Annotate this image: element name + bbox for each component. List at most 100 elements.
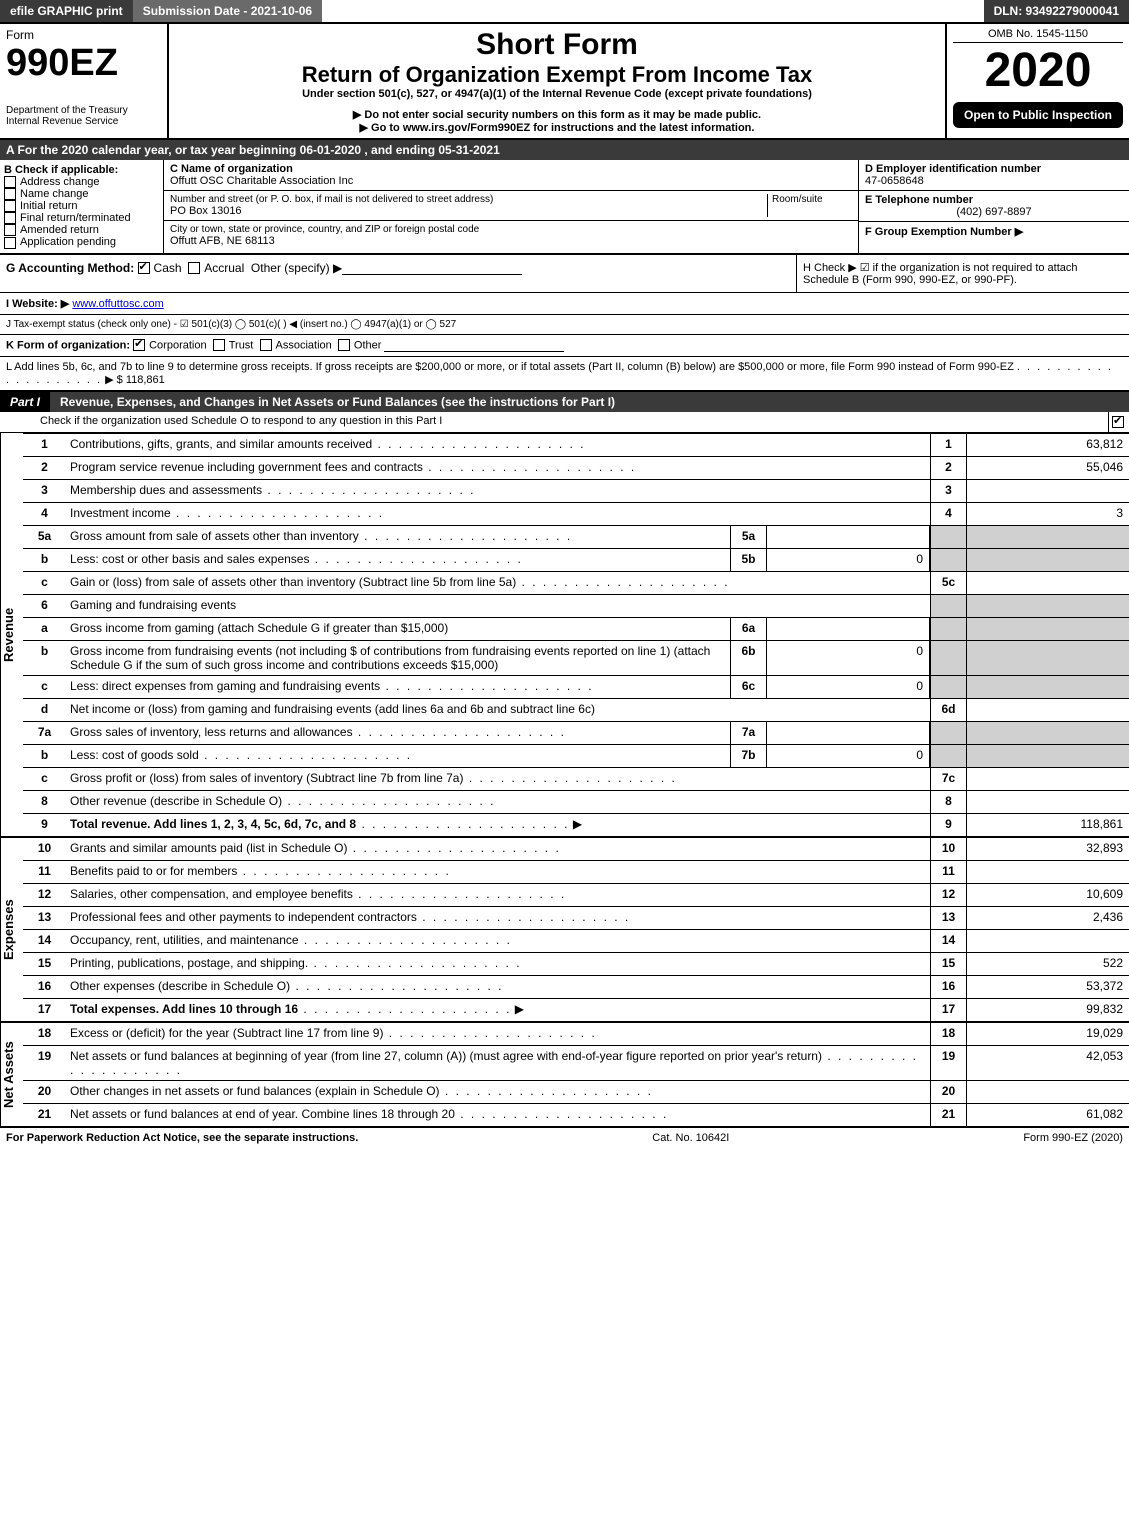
line8-num: 8 <box>23 791 66 813</box>
footer-row: For Paperwork Reduction Act Notice, see … <box>0 1126 1129 1148</box>
line6b-subval: 0 <box>767 641 930 675</box>
line4-text: Investment income <box>66 503 930 525</box>
trust-label: Trust <box>229 339 254 351</box>
line6d-box: 6d <box>930 699 967 721</box>
part1-label: Part I <box>0 392 50 412</box>
cash-checkbox[interactable] <box>138 262 150 274</box>
line11-text: Benefits paid to or for members <box>66 861 930 883</box>
initial-return-checkbox[interactable] <box>4 200 16 212</box>
line7b-greybox <box>930 745 967 767</box>
line7a-num: 7a <box>23 722 66 744</box>
corporation-checkbox[interactable] <box>133 339 145 351</box>
line19-box: 19 <box>930 1046 967 1080</box>
line6a-greybox <box>930 618 967 640</box>
line7a-greyamt <box>967 722 1129 744</box>
line5b-greybox <box>930 549 967 571</box>
line3-text: Membership dues and assessments <box>66 480 930 502</box>
line6b-sub: 6b <box>730 641 767 675</box>
line20-text: Other changes in net assets or fund bala… <box>66 1081 930 1103</box>
dln: DLN: 93492279000041 <box>984 0 1129 22</box>
line19-text: Net assets or fund balances at beginning… <box>66 1046 930 1080</box>
line19-amount: 42,053 <box>967 1046 1129 1080</box>
final-return-label: Final return/terminated <box>20 212 131 224</box>
line13-num: 13 <box>23 907 66 929</box>
line15-text: Printing, publications, postage, and shi… <box>66 953 930 975</box>
line5b-sub: 5b <box>730 549 767 571</box>
name-change-checkbox[interactable] <box>4 188 16 200</box>
line18-amount: 19,029 <box>967 1023 1129 1045</box>
website-link[interactable]: www.offuttosc.com <box>72 298 164 310</box>
other-specify-blank[interactable] <box>342 262 522 275</box>
org-name: Offutt OSC Charitable Association Inc <box>170 175 852 187</box>
line8-box: 8 <box>930 791 967 813</box>
section-def: D Employer identification number 47-0658… <box>859 160 1129 253</box>
final-return-checkbox[interactable] <box>4 212 16 224</box>
line9-num: 9 <box>23 814 66 836</box>
line7c-num: c <box>23 768 66 790</box>
form-of-org-label: K Form of organization: <box>6 339 130 351</box>
line6a-sub: 6a <box>730 618 767 640</box>
addr-change-checkbox[interactable] <box>4 176 16 188</box>
form-header: Form 990EZ Department of the Treasury In… <box>0 24 1129 140</box>
association-checkbox[interactable] <box>260 339 272 351</box>
name-change-label: Name change <box>20 188 89 200</box>
efile-label[interactable]: efile GRAPHIC print <box>0 0 133 22</box>
line20-amount <box>967 1081 1129 1103</box>
form-number: 990EZ <box>6 42 161 85</box>
other-org-label: Other <box>354 339 382 351</box>
irs-label: Internal Revenue Service <box>6 116 161 127</box>
line9-amount: 118,861 <box>967 814 1129 836</box>
expenses-vert-label: Expenses <box>0 838 23 1021</box>
revenue-vert-label: Revenue <box>0 433 23 836</box>
trust-checkbox[interactable] <box>213 339 225 351</box>
amended-return-checkbox[interactable] <box>4 224 16 236</box>
line5c-text: Gain or (loss) from sale of assets other… <box>66 572 930 594</box>
line7b-num: b <box>23 745 66 767</box>
line7b-sub: 7b <box>730 745 767 767</box>
line6c-greybox <box>930 676 967 698</box>
check-if-applicable: B Check if applicable: <box>4 164 159 176</box>
line18-box: 18 <box>930 1023 967 1045</box>
cat-no: Cat. No. 10642I <box>652 1132 729 1144</box>
line10-amount: 32,893 <box>967 838 1129 860</box>
accrual-checkbox[interactable] <box>188 262 200 274</box>
line9-text: Total revenue. Add lines 1, 2, 3, 4, 5c,… <box>66 814 930 836</box>
application-pending-checkbox[interactable] <box>4 237 16 249</box>
other-specify-label: Other (specify) ▶ <box>251 261 342 275</box>
line9-box: 9 <box>930 814 967 836</box>
accrual-label: Accrual <box>204 261 244 275</box>
line7b-subval: 0 <box>767 745 930 767</box>
group-exemption-label: F Group Exemption Number ▶ <box>865 225 1123 238</box>
part1-schedule-o-checkbox[interactable] <box>1108 412 1129 432</box>
form-label: Form <box>6 28 161 42</box>
tax-year: 2020 <box>953 43 1123 98</box>
addr-change-label: Address change <box>20 176 100 188</box>
other-org-checkbox[interactable] <box>338 339 350 351</box>
street-address: PO Box 13016 <box>170 205 767 217</box>
dept-treasury: Department of the Treasury <box>6 105 161 116</box>
other-org-blank[interactable] <box>384 339 564 352</box>
line6a-subval <box>767 618 930 640</box>
line6c-greyamt <box>967 676 1129 698</box>
line13-box: 13 <box>930 907 967 929</box>
line12-text: Salaries, other compensation, and employ… <box>66 884 930 906</box>
line5a-subval <box>767 526 930 548</box>
section-j: J Tax-exempt status (check only one) - ☑… <box>0 315 1129 335</box>
section-l-amount: ▶ $ 118,861 <box>105 374 165 386</box>
line14-text: Occupancy, rent, utilities, and maintena… <box>66 930 930 952</box>
line6-num: 6 <box>23 595 66 617</box>
line16-amount: 53,372 <box>967 976 1129 998</box>
omb-number: OMB No. 1545-1150 <box>953 28 1123 43</box>
line2-num: 2 <box>23 457 66 479</box>
go-to-link[interactable]: ▶ Go to www.irs.gov/Form990EZ for instru… <box>175 121 939 134</box>
section-gh-row: G Accounting Method: Cash Accrual Other … <box>0 255 1129 293</box>
line11-num: 11 <box>23 861 66 883</box>
line6a-num: a <box>23 618 66 640</box>
website-label: I Website: ▶ <box>6 298 69 310</box>
line8-amount <box>967 791 1129 813</box>
line2-box: 2 <box>930 457 967 479</box>
line5a-sub: 5a <box>730 526 767 548</box>
line12-amount: 10,609 <box>967 884 1129 906</box>
section-h: H Check ▶ ☑ if the organization is not r… <box>796 255 1129 292</box>
ein-label: D Employer identification number <box>865 163 1123 175</box>
